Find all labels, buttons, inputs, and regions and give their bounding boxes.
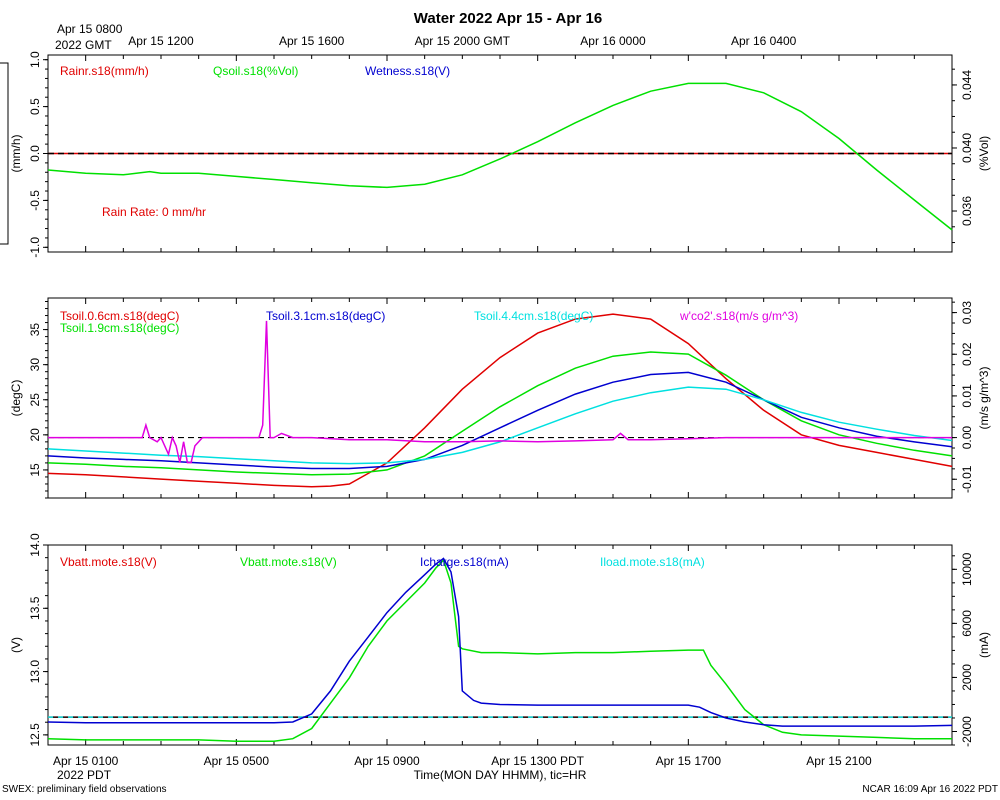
legend-entry: Icharge.s18(mA) (420, 555, 509, 569)
y2-axis-label: (%Vol) (977, 136, 991, 171)
series-line-green (47, 82, 953, 231)
legend-entry: Tsoil.4.4cm.s18(degC) (474, 309, 593, 323)
y2-axis-label: (mA) (977, 632, 991, 658)
bottom-tick-label: Apr 15 1300 PDT (491, 754, 584, 768)
panel-power: 14.0 13.5 13.0 12.5 10000 6000 2000 -2000 (V) (mA… (9, 533, 991, 747)
y2-axis-label: (m/s g/m^3) (977, 367, 991, 430)
series-line-blue (47, 371, 953, 470)
y2-tick-label: 0.036 (960, 196, 974, 226)
top-tick-label: Apr 16 0400 (731, 34, 797, 48)
y-tick-label: 35 (28, 323, 42, 337)
series-line-blue (47, 557, 953, 727)
top-time-axis: Apr 15 1200 Apr 15 1600 Apr 15 2000 GMT Apr… (55, 22, 797, 52)
y-tick-label: 13.5 (28, 596, 42, 620)
y-tick-label: 12.5 (28, 723, 42, 747)
y-tick-label: 14.0 (28, 533, 42, 557)
y2-tick-label: 0.040 (960, 133, 974, 163)
y2-tick-label: 6000 (960, 610, 974, 637)
footer-note: SWEX: preliminary field observations (2, 784, 167, 795)
legend-entry: Tsoil.3.1cm.s18(degC) (266, 309, 385, 323)
y2-tick-label: 0.044 (960, 70, 974, 100)
legend-entry: w'co2'.s18(m/s g/m^3) (679, 309, 798, 323)
panel-temperature: 35 30 25 20 15 0.03 0.02 0.01 0.00 -0.01 (degC) (m/… (9, 297, 991, 499)
legend-entry: Qsoil.s18(%Vol) (213, 64, 298, 78)
y-tick-label: 30 (28, 358, 42, 372)
legend-entry: Wetness.s18(V) (365, 64, 450, 78)
y-tick-label: 20 (28, 428, 42, 442)
bottom-tick-label: Apr 15 0100 (53, 754, 119, 768)
y-tick-label: 13.0 (28, 660, 42, 684)
top-tick-label: Apr 15 2000 GMT (415, 34, 511, 48)
y2-tick-label: -2000 (960, 716, 974, 747)
top-tick-label: Apr 16 0000 (580, 34, 646, 48)
y-axis-label: (V) (9, 637, 23, 653)
series-line-cyan (47, 386, 953, 465)
y2-tick-label: 2000 (960, 664, 974, 691)
y2-tick-label: 0.01 (960, 384, 974, 408)
y-tick-label: -1.0 (28, 237, 42, 258)
y2-tick-label: 0.02 (960, 342, 974, 366)
legend-entry: Tsoil.1.9cm.s18(degC) (60, 321, 179, 335)
y2-tick-label: -0.01 (960, 465, 974, 493)
legend-entry: Vbatt.mote.s18(V) (240, 555, 337, 569)
plot-frame (47, 544, 953, 746)
series-line-green (47, 558, 952, 742)
legend-entry: Rainr.s18(mm/h) (60, 64, 149, 78)
bottom-time-axis: Apr 15 0100 Apr 15 0500 Apr 15 0900 Apr 15 … (53, 754, 872, 782)
y-tick-label: 15 (28, 463, 42, 477)
y-tick-label: 0.0 (28, 145, 42, 162)
y-tick-label: -0.5 (28, 190, 42, 211)
y2-tick-label: 0.00 (960, 426, 974, 450)
panel-water: 1.0 0.5 0.0 -0.5 -1.0 0.044 0.040 0.036 (mm/h) (%… (9, 51, 991, 258)
y-tick-label: 25 (28, 393, 42, 407)
chart-title: Water 2022 Apr 15 - Apr 16 (414, 10, 602, 27)
y-tick-label: 1.0 (28, 51, 42, 68)
top-start-year: 2022 GMT (55, 38, 112, 52)
bottom-tick-label: Apr 15 0500 (204, 754, 270, 768)
bottom-tick-label: Apr 15 0900 (354, 754, 420, 768)
legend-entry: Vbatt.mote.s18(V) (60, 555, 157, 569)
bottom-year-label: 2022 PDT (57, 768, 112, 782)
y-axis-label: (mm/h) (9, 135, 23, 173)
y2-tick-label: 10000 (960, 552, 974, 586)
series-line-red (47, 313, 953, 488)
top-tick-label: Apr 15 1600 (279, 34, 345, 48)
series-line-magenta (48, 320, 952, 464)
bottom-tick-label: Apr 15 1700 (656, 754, 722, 768)
legend-entry: Iload.mote.s18(mA) (600, 555, 705, 569)
y-tick-label: 0.5 (28, 98, 42, 115)
footer-timestamp: NCAR 16:09 Apr 16 2022 PDT (862, 784, 998, 795)
y2-tick-label: 0.03 (960, 301, 974, 325)
plot-frame (47, 297, 953, 499)
top-start-label: Apr 15 0800 (57, 22, 123, 36)
bottom-tick-label: Apr 15 2100 (806, 754, 872, 768)
top-tick-label: Apr 15 1200 (128, 34, 194, 48)
series-line-green (47, 351, 953, 476)
y-axis-label: (degC) (9, 380, 23, 417)
legend-entry: Tsoil.0.6cm.s18(degC) (60, 309, 179, 323)
x-axis-label: Time(MON DAY HHMM), tic=HR (414, 768, 587, 782)
left-bracket (0, 62, 9, 245)
annotation: Rain Rate: 0 mm/hr (102, 205, 206, 219)
chart-panels: 1.0 0.5 0.0 -0.5 -1.0 0.044 0.040 0.036 (mm/h) (%… (0, 51, 991, 747)
